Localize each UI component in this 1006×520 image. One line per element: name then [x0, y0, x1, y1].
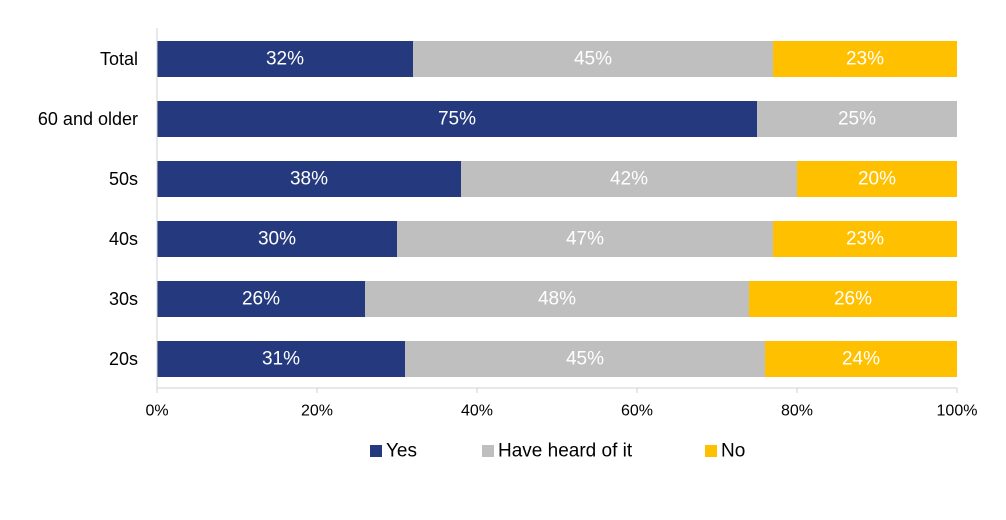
bar-have-heard-of-it-60-and-older	[757, 101, 957, 137]
bar-no-40s	[773, 221, 957, 257]
data-label-yes-50s: 38%	[290, 169, 328, 190]
data-label-yes-40s: 30%	[258, 229, 296, 250]
bar-have-heard-of-it-20s	[405, 341, 765, 377]
bar-have-heard-of-it-50s	[461, 161, 797, 197]
category-label-60-and-older: 60 and older	[38, 109, 138, 129]
x-tick-label-3: 60%	[621, 403, 653, 420]
bar-have-heard-of-it-30s	[365, 281, 749, 317]
bar-no-50s	[797, 161, 957, 197]
bar-have-heard-of-it-total	[413, 41, 773, 77]
bar-yes-20s	[157, 341, 405, 377]
bar-labels: 32% 45% 23% 75% 25% 38% 42% 20% 30% 47% 23% 26% 48% 2…	[242, 49, 896, 370]
bar-yes-60-and-older	[157, 101, 757, 137]
x-tick-label-5: 100%	[937, 403, 978, 420]
bar-yes-40s	[157, 221, 397, 257]
data-label-have-heard-of-it-60-and-older: 25%	[838, 109, 876, 130]
data-label-have-heard-of-it-total: 45%	[574, 49, 612, 70]
data-label-no-50s: 20%	[858, 169, 896, 190]
data-label-have-heard-of-it-20s: 45%	[566, 349, 604, 370]
legend-item-have-heard-of-it: Have heard of it	[482, 441, 633, 462]
bar-no-20s	[765, 341, 957, 377]
legend-item-yes: Yes	[370, 441, 417, 462]
bar-yes-total	[157, 41, 413, 77]
category-label-total: Total	[100, 49, 138, 69]
x-tick-label-1: 20%	[301, 403, 333, 420]
x-axis-ticks: 0% 20% 40% 60% 80% 100%	[145, 388, 977, 420]
legend-swatch-yes	[370, 445, 382, 457]
bar-no-total	[773, 41, 957, 77]
data-label-yes-30s: 26%	[242, 289, 280, 310]
data-label-have-heard-of-it-40s: 47%	[566, 229, 604, 250]
category-label-30s: 30s	[109, 289, 138, 309]
legend-label-yes: Yes	[386, 441, 417, 462]
data-label-have-heard-of-it-50s: 42%	[610, 169, 648, 190]
legend-item-no: No	[705, 441, 745, 462]
legend-swatch-have-heard-of-it	[482, 445, 494, 457]
data-label-no-20s: 24%	[842, 349, 880, 370]
category-labels: Total 60 and older 50s 40s 30s 20s	[38, 49, 138, 369]
legend-swatch-no	[705, 445, 717, 457]
data-label-yes-60-and-older: 75%	[438, 109, 476, 130]
category-label-20s: 20s	[109, 349, 138, 369]
data-label-no-30s: 26%	[834, 289, 872, 310]
bars	[157, 41, 957, 377]
x-tick-label-4: 80%	[781, 403, 813, 420]
bar-have-heard-of-it-40s	[397, 221, 773, 257]
data-label-no-40s: 23%	[846, 229, 884, 250]
category-label-40s: 40s	[109, 229, 138, 249]
data-label-have-heard-of-it-30s: 48%	[538, 289, 576, 310]
category-label-50s: 50s	[109, 169, 138, 189]
bar-no-30s	[749, 281, 957, 317]
x-tick-label-2: 40%	[461, 403, 493, 420]
bar-yes-30s	[157, 281, 365, 317]
data-label-no-total: 23%	[846, 49, 884, 70]
legend-label-no: No	[721, 441, 745, 462]
legend: Yes Have heard of it No	[370, 441, 745, 462]
bar-yes-50s	[157, 161, 461, 197]
data-label-yes-total: 32%	[266, 49, 304, 70]
legend-label-have-heard-of-it: Have heard of it	[498, 441, 633, 462]
x-tick-label-0: 0%	[145, 403, 168, 420]
data-label-yes-20s: 31%	[262, 349, 300, 370]
